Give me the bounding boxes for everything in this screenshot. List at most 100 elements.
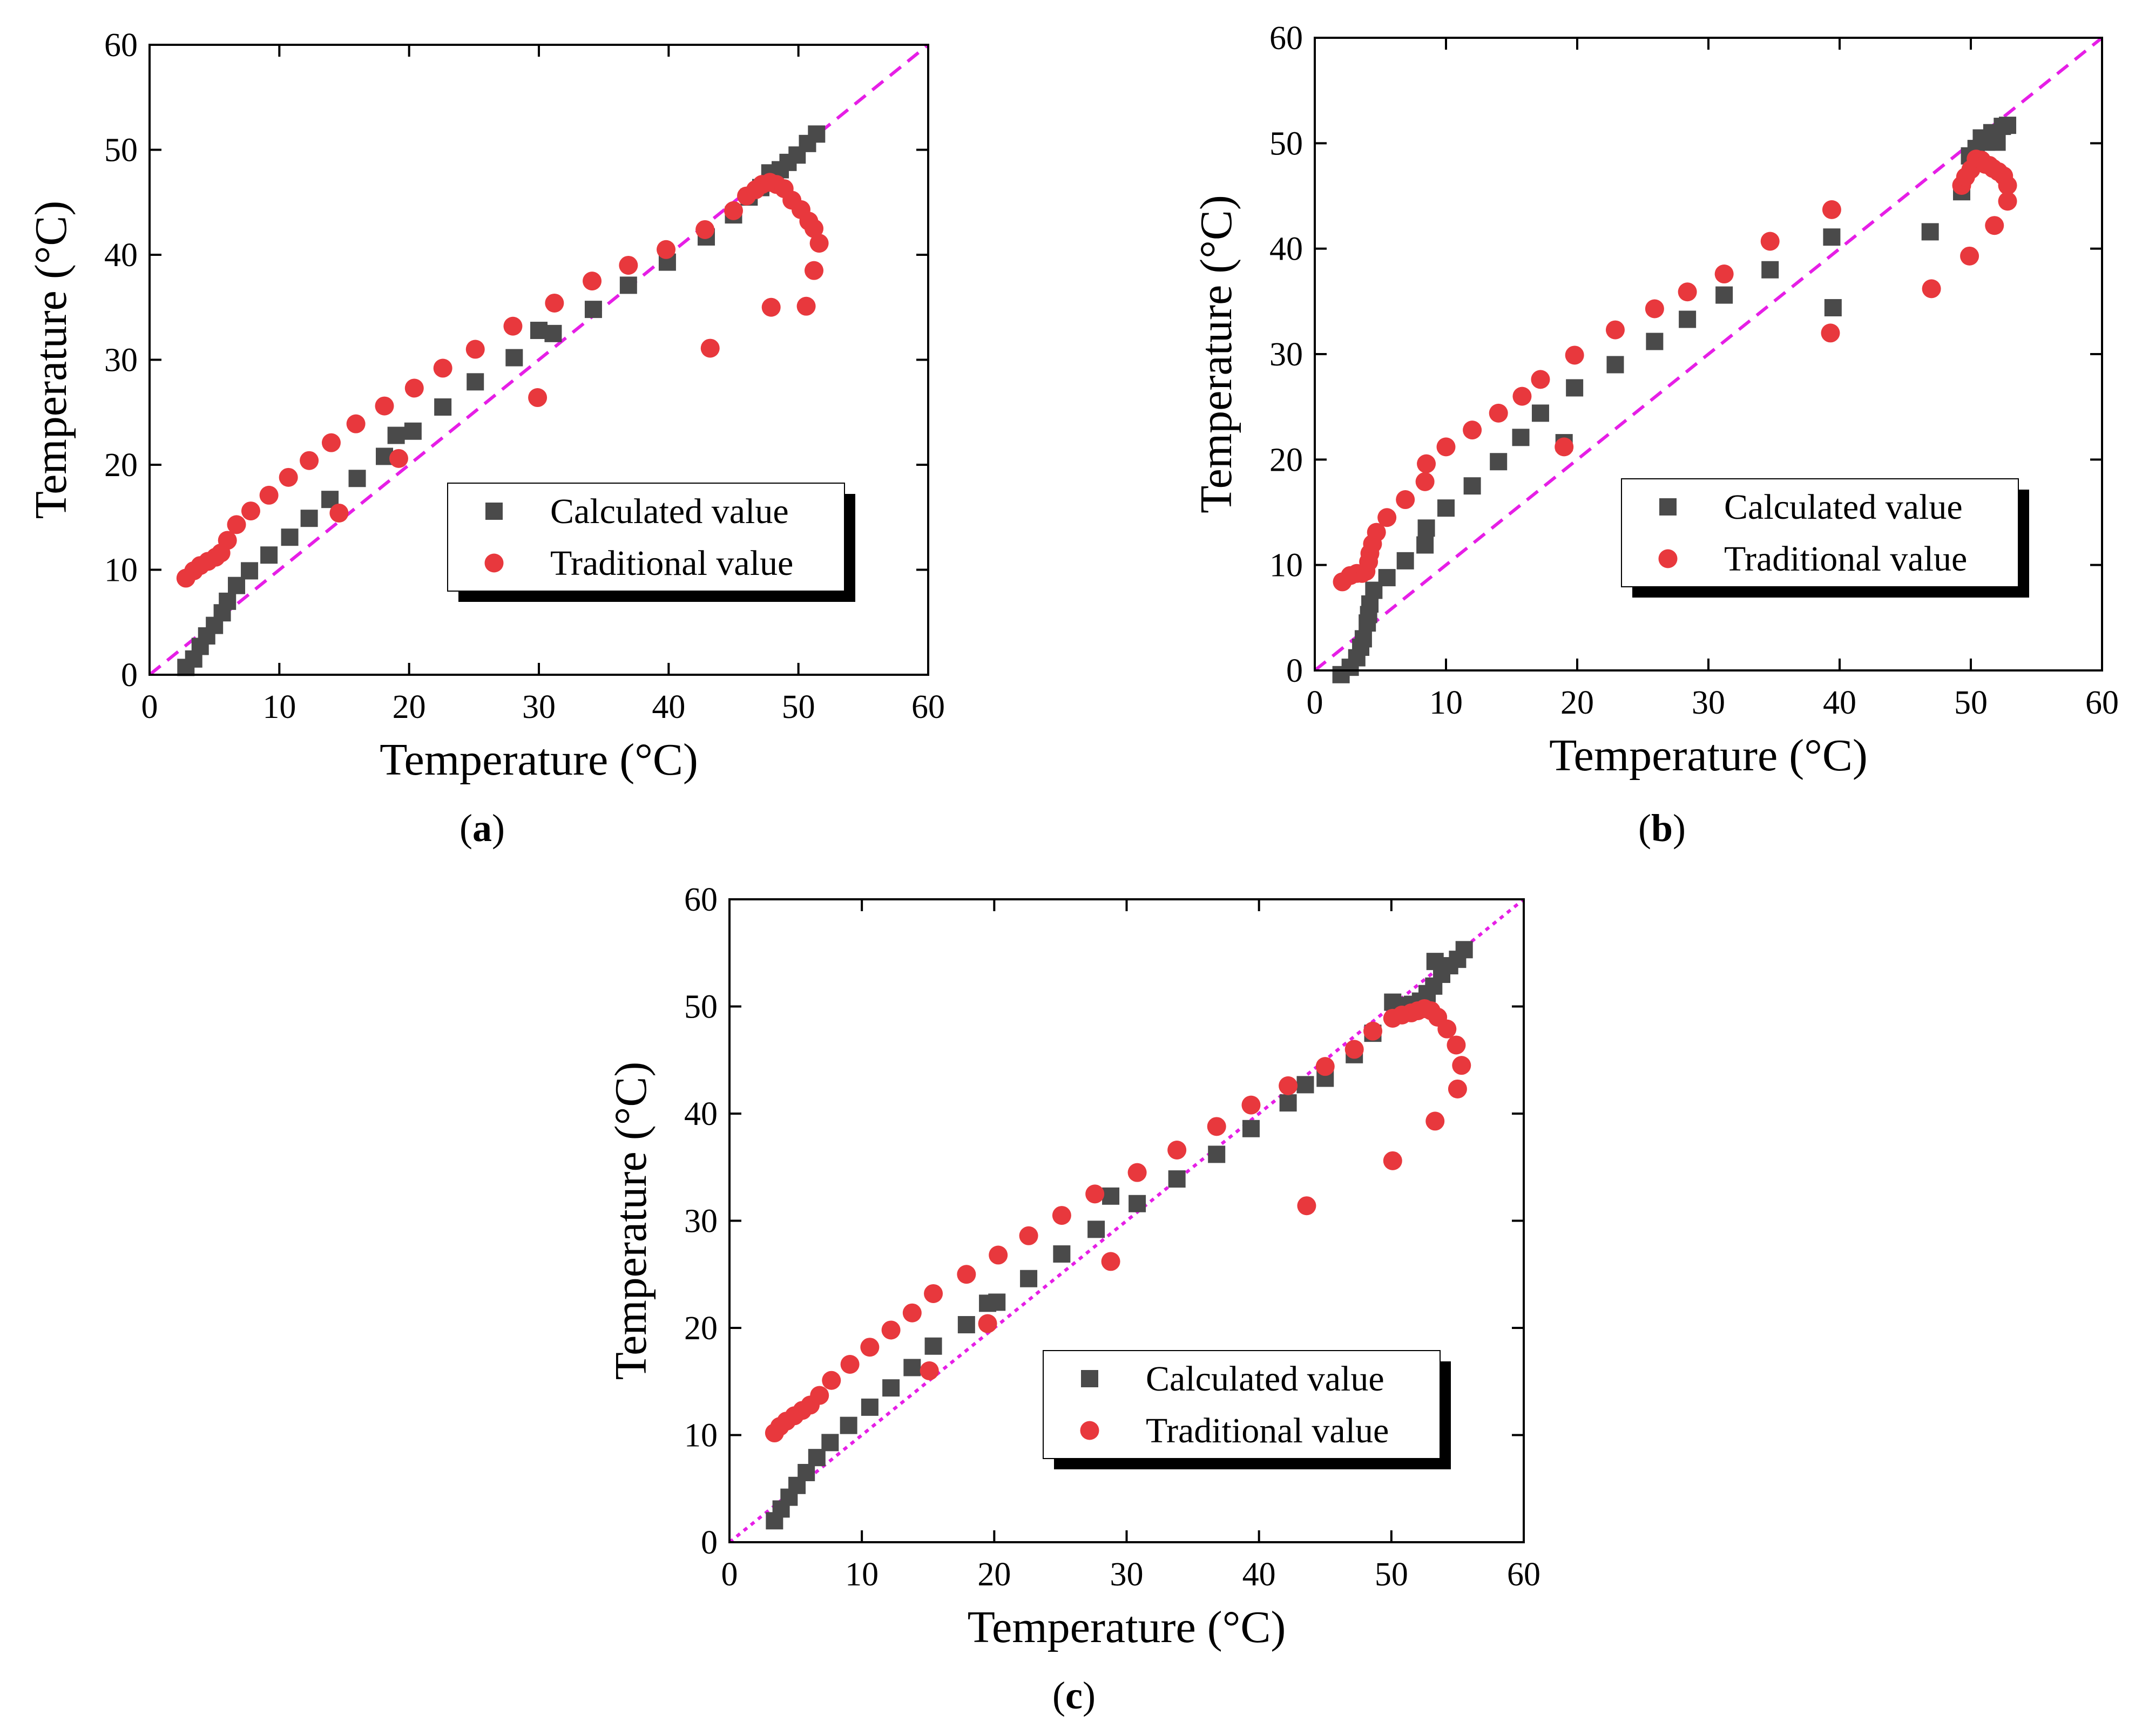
calculated-value-point	[281, 528, 299, 546]
traditional-value-point	[700, 338, 720, 358]
traditional-value-point	[1463, 421, 1482, 440]
traditional-value-point	[545, 293, 564, 313]
calculated-value-point	[861, 1398, 879, 1416]
calculated-value-point	[1242, 1120, 1260, 1137]
traditional-value-point	[1822, 200, 1841, 219]
panel-label-b: (b)	[1638, 806, 1686, 850]
y-tick-label: 40	[684, 1096, 718, 1133]
calculated-value-point	[1053, 1245, 1071, 1263]
y-tick-label: 30	[684, 1203, 718, 1240]
traditional-value-point	[1396, 490, 1415, 510]
x-axis-title-c: Temperature (°C)	[968, 1602, 1286, 1652]
plot-marks-c	[729, 899, 1524, 1542]
legend-circle-marker-icon-c	[1080, 1421, 1099, 1440]
traditional-value-point	[1821, 323, 1840, 343]
traditional-value-point	[695, 220, 715, 239]
x-tick-label: 60	[1507, 1556, 1540, 1593]
calculated-value-point	[1416, 536, 1434, 554]
traditional-value-point	[329, 503, 349, 523]
legend-label-calculated-b: Calculated value	[1724, 487, 1963, 527]
traditional-value-point	[1512, 386, 1532, 406]
legend-box-a	[447, 483, 845, 592]
traditional-value-point	[1452, 1056, 1471, 1075]
traditional-value-point	[1297, 1196, 1316, 1216]
traditional-value-point	[321, 433, 341, 452]
x-tick-label: 0	[1307, 684, 1323, 721]
y-tick-label: 50	[104, 132, 138, 169]
calculated-value-point	[544, 324, 562, 342]
traditional-value-point	[1922, 279, 1941, 299]
traditional-value-point	[840, 1354, 860, 1374]
x-tick-label: 0	[141, 689, 158, 725]
traditional-value-point	[1760, 232, 1780, 251]
y-axis-title-c: Temperature (°C)	[606, 1062, 656, 1380]
traditional-value-point	[503, 316, 523, 336]
traditional-value-point	[1367, 523, 1386, 542]
calculated-value-point	[1396, 552, 1414, 569]
traditional-value-point	[1363, 1021, 1383, 1041]
legend-box-c	[1043, 1350, 1441, 1459]
traditional-value-point	[1344, 1040, 1364, 1059]
legend-label-traditional-c: Traditional value	[1146, 1411, 1389, 1450]
traditional-value-point	[796, 296, 816, 316]
calculated-value-point	[434, 398, 452, 416]
y-tick-label: 20	[104, 447, 138, 484]
legend-label-traditional-a: Traditional value	[550, 544, 793, 583]
calculated-value-point	[1824, 299, 1842, 317]
calculated-value-point	[821, 1434, 839, 1452]
y-tick-label: 30	[1269, 336, 1303, 373]
traditional-value-point	[1531, 370, 1550, 389]
traditional-value-point	[1565, 345, 1584, 365]
traditional-value-point	[1101, 1252, 1120, 1271]
x-tick-label: 10	[262, 689, 296, 725]
calculated-value-point	[619, 276, 637, 294]
traditional-value-point	[902, 1303, 922, 1323]
traditional-value-point	[1436, 437, 1456, 457]
traditional-value-point	[810, 1386, 829, 1405]
legend-label-traditional-b: Traditional value	[1724, 539, 1967, 579]
y-tick-label: 40	[1269, 231, 1303, 268]
traditional-value-point	[433, 358, 452, 378]
traditional-value-point	[218, 531, 237, 550]
legend-square-marker-icon-c	[1081, 1370, 1098, 1387]
y-tick-label: 20	[1269, 442, 1303, 478]
calculated-value-point	[808, 125, 826, 143]
traditional-value-point	[761, 297, 781, 317]
traditional-value-point	[346, 414, 366, 433]
x-tick-label: 0	[721, 1556, 738, 1593]
legend-circle-marker-icon-b	[1658, 549, 1678, 568]
calculated-value-point	[241, 562, 259, 580]
traditional-value-point	[1447, 1035, 1466, 1055]
traditional-value-point	[227, 515, 246, 534]
traditional-value-point	[1998, 175, 2017, 195]
calculated-value-point	[404, 422, 422, 440]
plot-marks-a	[150, 45, 928, 676]
calculated-value-point	[1646, 333, 1664, 350]
traditional-value-point	[657, 240, 676, 259]
y-tick-label: 30	[104, 342, 138, 379]
x-tick-label: 40	[652, 689, 685, 725]
chart-panel-a: 0 10 20 30 40 50 60 0 10 20 30 40 50 60 Temperature (…	[26, 27, 945, 850]
legend-square-marker-icon-a	[485, 503, 503, 520]
y-tick-label: 20	[684, 1310, 718, 1347]
traditional-value-point	[1417, 454, 1436, 473]
traditional-value-point	[1019, 1226, 1038, 1245]
y-tick-label: 10	[104, 552, 138, 589]
y-axis-title-a: Temperature (°C)	[26, 201, 76, 519]
traditional-value-point	[1415, 472, 1435, 491]
x-tick-label: 10	[1429, 684, 1463, 721]
traditional-value-point	[279, 467, 298, 487]
calculated-value-point	[903, 1359, 921, 1376]
traditional-value-point	[1279, 1076, 1298, 1095]
chart-panel-b: 0 10 20 30 40 50 60 0 10 20 30 40 50 60 Temperature (…	[1191, 20, 2119, 850]
calculated-value-point	[1417, 519, 1435, 537]
traditional-value-point	[860, 1338, 880, 1357]
x-tick-label: 60	[911, 689, 945, 725]
y-tick-label: 50	[1269, 125, 1303, 162]
x-tick-label: 20	[1560, 684, 1594, 721]
traditional-value-point	[1489, 403, 1508, 423]
traditional-value-point	[259, 485, 279, 505]
traditional-value-point	[375, 396, 394, 416]
traditional-value-point	[805, 219, 824, 238]
calculated-value-point	[1437, 499, 1455, 517]
